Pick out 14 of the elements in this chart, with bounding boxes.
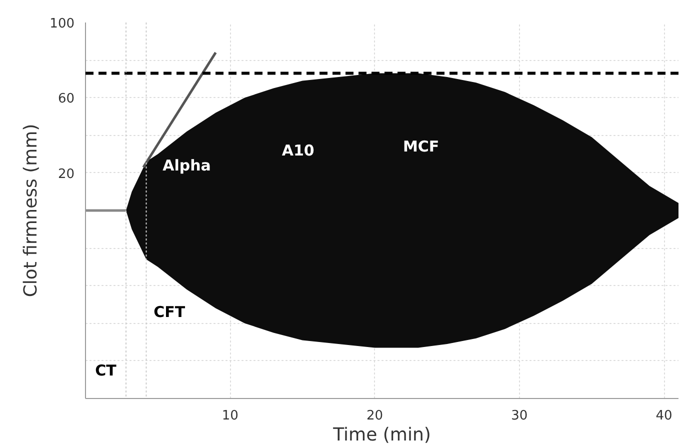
x-axis-title: Time (min): [332, 424, 431, 446]
y-axis-title: Clot firmness (mm): [20, 124, 42, 298]
x-tick-label: 10: [222, 408, 238, 424]
annotation: MCF: [402, 138, 440, 156]
x-tick-label: 40: [656, 408, 672, 424]
annotation: CFT: [154, 303, 186, 322]
annotation: CT: [95, 361, 118, 380]
y-tick-label: 20: [58, 166, 75, 182]
x-tick-label: 20: [366, 408, 384, 424]
y-tick-label: 100: [50, 16, 75, 32]
annotation: A10: [282, 141, 314, 160]
annotation: Alpha: [162, 156, 211, 174]
y-tick-label: 60: [58, 92, 75, 107]
x-tick-label: 30: [511, 408, 528, 424]
